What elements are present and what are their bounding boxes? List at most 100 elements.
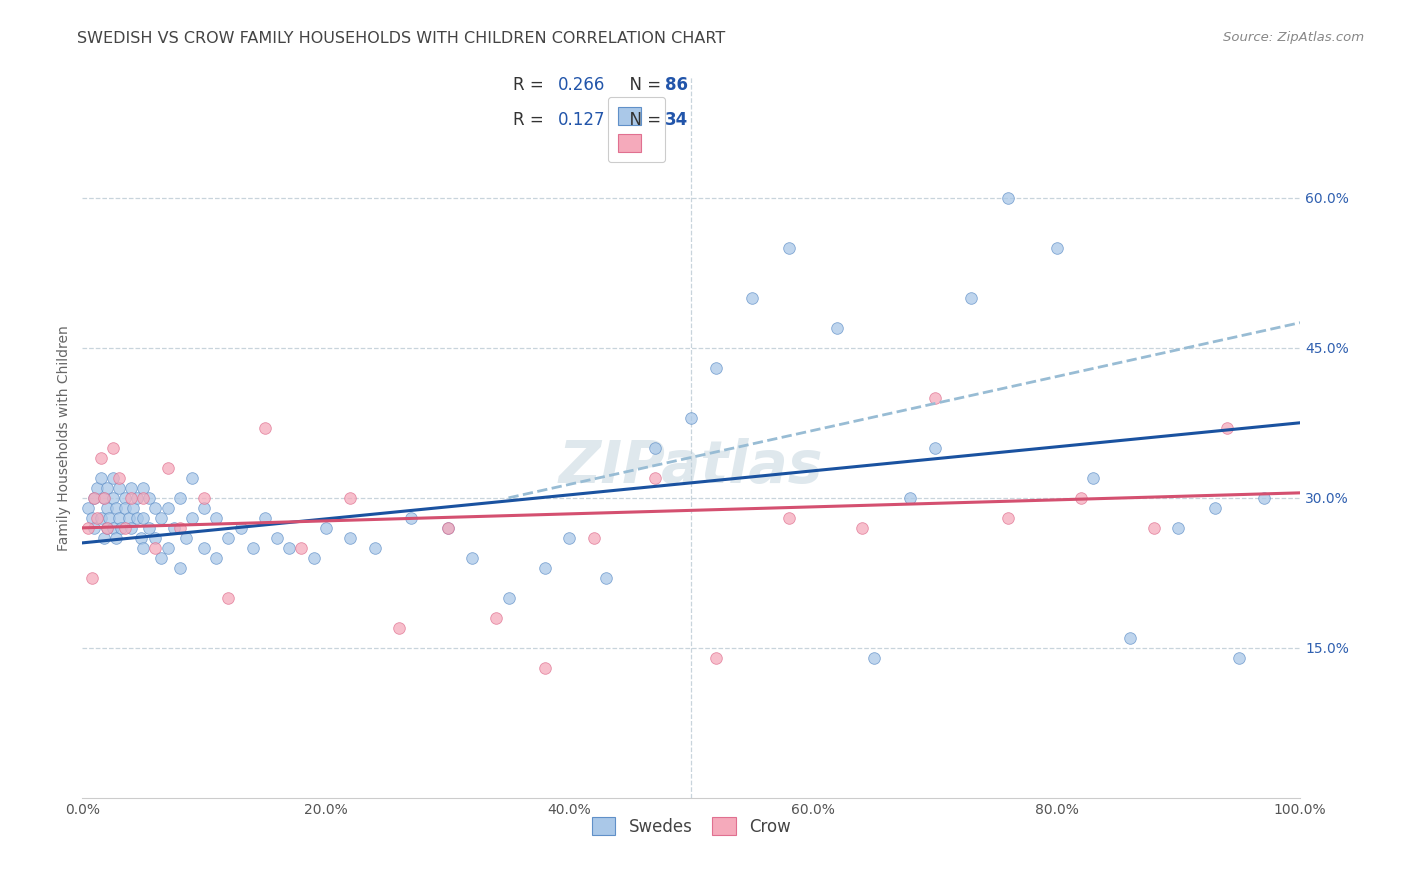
Point — [339, 491, 361, 505]
Point — [863, 651, 886, 665]
Point — [217, 531, 239, 545]
Text: N =: N = — [619, 76, 666, 94]
Point — [1204, 500, 1226, 515]
Point — [93, 491, 115, 505]
Point — [242, 541, 264, 555]
Point — [778, 241, 800, 255]
Point — [90, 450, 112, 465]
Point — [114, 521, 136, 535]
Point — [1045, 241, 1067, 255]
Point — [96, 521, 118, 535]
Point — [120, 521, 142, 535]
Point — [924, 441, 946, 455]
Point — [1167, 521, 1189, 535]
Point — [129, 531, 152, 545]
Point — [101, 521, 124, 535]
Point — [1118, 631, 1140, 645]
Point — [127, 491, 149, 505]
Point — [174, 531, 197, 545]
Point — [1227, 651, 1250, 665]
Text: N =: N = — [619, 111, 666, 128]
Point — [110, 521, 132, 535]
Point — [778, 511, 800, 525]
Point — [900, 491, 922, 505]
Point — [363, 541, 385, 555]
Point — [997, 511, 1019, 525]
Point — [205, 511, 228, 525]
Point — [960, 291, 983, 305]
Point — [169, 561, 191, 575]
Point — [86, 511, 108, 525]
Point — [180, 471, 202, 485]
Point — [98, 511, 121, 525]
Point — [1253, 491, 1275, 505]
Point — [86, 481, 108, 495]
Point — [704, 360, 727, 375]
Point — [156, 541, 179, 555]
Point — [827, 320, 849, 334]
Point — [90, 471, 112, 485]
Point — [315, 521, 337, 535]
Text: 34: 34 — [665, 111, 689, 128]
Point — [80, 571, 103, 585]
Text: R =: R = — [513, 76, 550, 94]
Point — [132, 481, 155, 495]
Point — [83, 491, 105, 505]
Point — [114, 491, 136, 505]
Point — [193, 541, 215, 555]
Point — [461, 550, 484, 565]
Point — [741, 291, 763, 305]
Point — [436, 521, 458, 535]
Point — [83, 491, 105, 505]
Point — [132, 491, 155, 505]
Point — [96, 481, 118, 495]
Point — [498, 591, 520, 605]
Point — [1070, 491, 1092, 505]
Point — [704, 651, 727, 665]
Point — [1081, 471, 1104, 485]
Point — [644, 441, 666, 455]
Point — [278, 541, 301, 555]
Point — [150, 550, 173, 565]
Point — [997, 190, 1019, 204]
Point — [138, 521, 160, 535]
Point — [229, 521, 252, 535]
Point — [114, 500, 136, 515]
Point — [93, 491, 115, 505]
Text: 0.266: 0.266 — [558, 76, 606, 94]
Point — [156, 500, 179, 515]
Point — [169, 491, 191, 505]
Point — [138, 491, 160, 505]
Point — [253, 511, 276, 525]
Point — [193, 491, 215, 505]
Point — [77, 500, 100, 515]
Point — [582, 531, 605, 545]
Point — [388, 621, 411, 635]
Point — [132, 511, 155, 525]
Point — [644, 471, 666, 485]
Point — [80, 511, 103, 525]
Point — [290, 541, 312, 555]
Text: ZIPatlas: ZIPatlas — [560, 438, 824, 495]
Point — [205, 550, 228, 565]
Text: Source: ZipAtlas.com: Source: ZipAtlas.com — [1223, 31, 1364, 45]
Point — [534, 661, 557, 675]
Point — [105, 531, 128, 545]
Point — [253, 421, 276, 435]
Point — [108, 511, 131, 525]
Point — [302, 550, 325, 565]
Point — [851, 521, 873, 535]
Point — [681, 410, 703, 425]
Point — [108, 481, 131, 495]
Point — [143, 541, 166, 555]
Point — [83, 521, 105, 535]
Text: SWEDISH VS CROW FAMILY HOUSEHOLDS WITH CHILDREN CORRELATION CHART: SWEDISH VS CROW FAMILY HOUSEHOLDS WITH C… — [77, 31, 725, 46]
Point — [436, 521, 458, 535]
Point — [485, 611, 508, 625]
Point — [558, 531, 581, 545]
Point — [180, 511, 202, 525]
Point — [169, 521, 191, 535]
Point — [1216, 421, 1239, 435]
Y-axis label: Family Households with Children: Family Households with Children — [58, 325, 72, 550]
Point — [108, 471, 131, 485]
